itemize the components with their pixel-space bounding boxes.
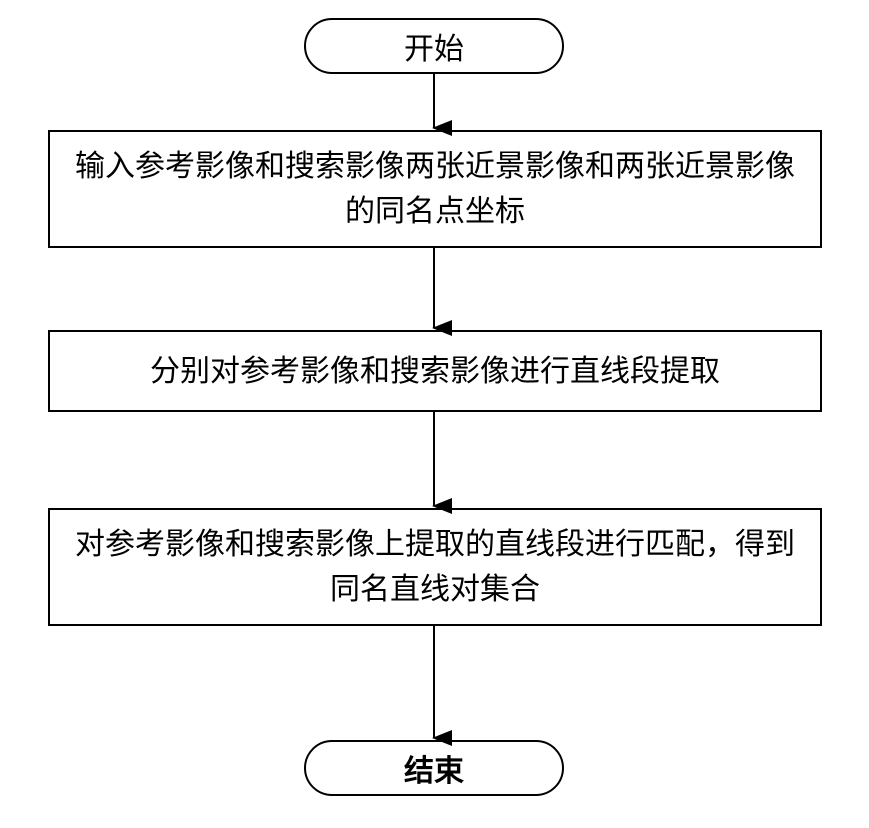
end-label: 结束 <box>404 746 464 790</box>
flow-arrows <box>0 0 869 828</box>
step1-node: 输入参考影像和搜索影像两张近景影像和两张近景影像的同名点坐标 <box>48 130 822 248</box>
flowchart-container: 开始 输入参考影像和搜索影像两张近景影像和两张近景影像的同名点坐标 分别对参考影… <box>0 0 869 828</box>
start-label: 开始 <box>404 24 464 68</box>
end-node: 结束 <box>304 740 564 796</box>
start-node: 开始 <box>304 18 564 74</box>
step1-label: 输入参考影像和搜索影像两张近景影像和两张近景影像的同名点坐标 <box>70 144 800 234</box>
step3-node: 对参考影像和搜索影像上提取的直线段进行匹配，得到同名直线对集合 <box>48 508 822 626</box>
step3-label: 对参考影像和搜索影像上提取的直线段进行匹配，得到同名直线对集合 <box>70 522 800 612</box>
step2-label: 分别对参考影像和搜索影像进行直线段提取 <box>150 349 720 394</box>
step2-node: 分别对参考影像和搜索影像进行直线段提取 <box>48 330 822 412</box>
